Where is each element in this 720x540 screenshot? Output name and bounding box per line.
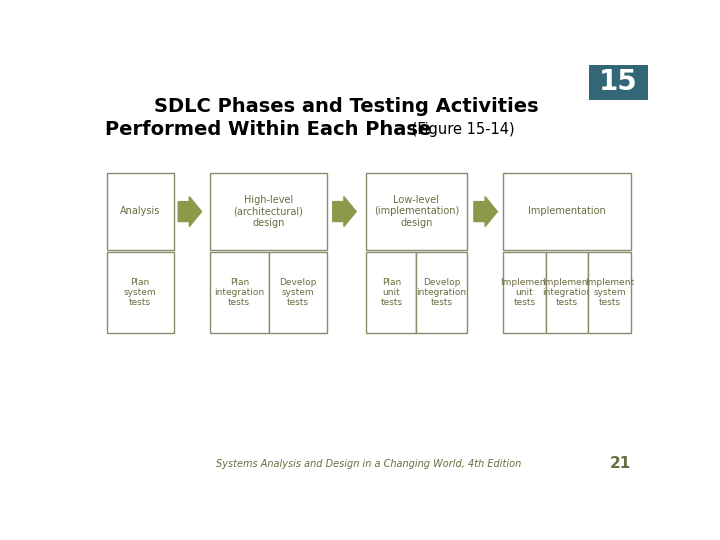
Text: Implement
unit
tests: Implement unit tests	[500, 278, 549, 307]
Text: SDLC Phases and Testing Activities: SDLC Phases and Testing Activities	[154, 97, 539, 116]
Text: Implement
integration
tests: Implement integration tests	[542, 278, 592, 307]
Text: Implement
system
tests: Implement system tests	[585, 278, 634, 307]
FancyArrow shape	[333, 197, 356, 227]
Text: 15: 15	[599, 69, 638, 97]
FancyBboxPatch shape	[416, 252, 467, 333]
Text: Systems Analysis and Design in a Changing World, 4th Edition: Systems Analysis and Design in a Changin…	[217, 459, 521, 469]
Text: Develop
system
tests: Develop system tests	[279, 278, 317, 307]
Text: (Figure 15-14): (Figure 15-14)	[408, 122, 515, 137]
FancyBboxPatch shape	[107, 252, 174, 333]
FancyArrow shape	[178, 197, 202, 227]
Text: Performed Within Each Phase: Performed Within Each Phase	[105, 120, 432, 139]
FancyBboxPatch shape	[503, 173, 631, 250]
FancyBboxPatch shape	[546, 252, 588, 333]
Text: Plan
integration
tests: Plan integration tests	[215, 278, 264, 307]
FancyBboxPatch shape	[107, 173, 174, 250]
FancyBboxPatch shape	[590, 65, 648, 100]
Text: Develop
integration
tests: Develop integration tests	[416, 278, 467, 307]
Text: High-level
(architectural)
design: High-level (architectural) design	[233, 195, 304, 228]
FancyBboxPatch shape	[210, 173, 327, 250]
FancyBboxPatch shape	[588, 252, 631, 333]
FancyBboxPatch shape	[366, 173, 467, 250]
Text: Low-level
(implementation)
design: Low-level (implementation) design	[374, 195, 459, 228]
Text: Plan
unit
tests: Plan unit tests	[380, 278, 402, 307]
FancyBboxPatch shape	[210, 252, 269, 333]
Text: Analysis: Analysis	[120, 206, 161, 217]
FancyArrow shape	[474, 197, 498, 227]
Text: Plan
system
tests: Plan system tests	[124, 278, 156, 307]
Text: Implementation: Implementation	[528, 206, 606, 217]
FancyBboxPatch shape	[269, 252, 327, 333]
Text: 21: 21	[610, 456, 631, 471]
FancyBboxPatch shape	[503, 252, 546, 333]
FancyBboxPatch shape	[366, 252, 416, 333]
